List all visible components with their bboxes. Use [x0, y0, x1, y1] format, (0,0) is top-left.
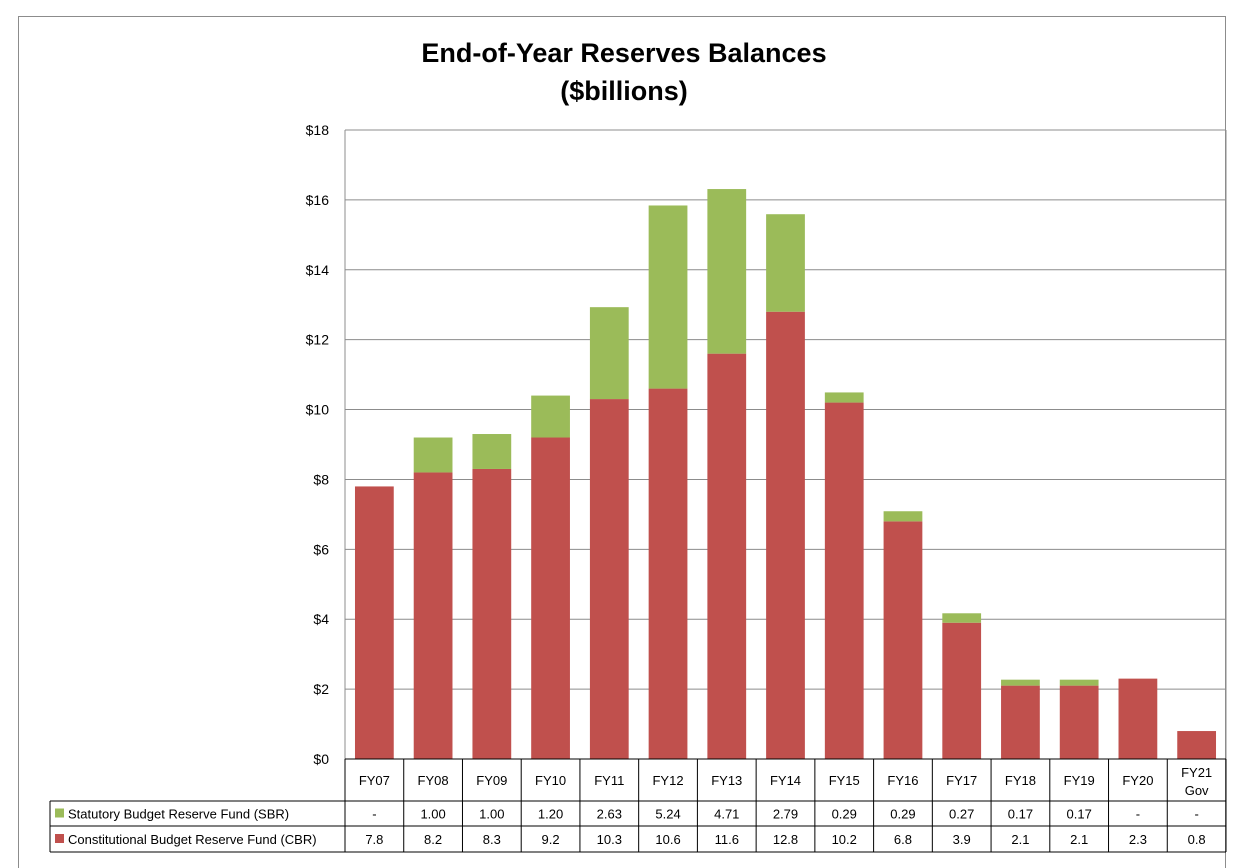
bar-cbr [707, 353, 747, 759]
legend-key [55, 808, 64, 818]
bar-cbr [413, 472, 453, 759]
bar-cbr [531, 437, 570, 759]
data-label: 1.00 [479, 807, 504, 822]
x-tick-label: FY17 [946, 773, 977, 788]
data-label: 0.17 [1008, 807, 1033, 822]
x-tick-label: FY11 [594, 773, 624, 788]
data-label: 0.8 [1188, 832, 1206, 847]
bar-sbr [766, 214, 805, 312]
y-tick-label: $6 [313, 541, 329, 557]
x-tick-label: Gov [1185, 783, 1209, 798]
y-tick-label: $16 [306, 192, 330, 208]
bar-sbr [883, 511, 923, 522]
y-tick-label: $12 [306, 332, 330, 348]
bar-cbr [354, 486, 394, 759]
bar-cbr [883, 521, 923, 759]
data-label: 6.8 [894, 832, 912, 847]
bar-sbr [472, 434, 512, 469]
x-tick-label: FY13 [711, 773, 742, 788]
data-label: 10.2 [832, 832, 857, 847]
data-label: 5.24 [655, 807, 680, 822]
x-tick-label: FY21 [1181, 765, 1212, 780]
data-label: 10.6 [655, 832, 680, 847]
y-tick-label: $8 [313, 471, 329, 487]
chart-title: End-of-Year Reserves Balances ($billions… [0, 34, 1248, 110]
legend-label: Constitutional Budget Reserve Fund (CBR) [68, 832, 317, 847]
x-tick-label: FY07 [359, 773, 390, 788]
data-label: 0.27 [949, 807, 974, 822]
data-label: 3.9 [953, 832, 971, 847]
x-tick-label: FY10 [535, 773, 566, 788]
data-label: 8.3 [483, 832, 501, 847]
data-label: 2.1 [1070, 832, 1088, 847]
data-label: - [1136, 807, 1140, 822]
bar-cbr [824, 402, 864, 759]
data-label: 4.71 [714, 807, 739, 822]
data-label: 0.29 [890, 807, 915, 822]
data-label: 7.8 [365, 832, 383, 847]
bar-cbr [648, 388, 688, 759]
y-tick-label: $2 [313, 681, 329, 697]
data-label: 2.1 [1011, 832, 1029, 847]
chart-title-line1: End-of-Year Reserves Balances [421, 38, 827, 68]
bar-sbr [413, 437, 453, 473]
data-label: 9.2 [542, 832, 560, 847]
x-tick-label: FY20 [1122, 773, 1153, 788]
data-label: 10.3 [597, 832, 622, 847]
bar-cbr [766, 311, 805, 759]
x-tick-label: FY14 [770, 773, 801, 788]
data-label: 1.00 [420, 807, 445, 822]
bar-sbr [648, 205, 688, 389]
y-tick-label: $14 [306, 262, 330, 278]
bar-sbr [942, 613, 982, 623]
bar-cbr [1059, 685, 1099, 759]
bar-sbr [1001, 679, 1040, 686]
bar-cbr [942, 622, 982, 759]
x-tick-label: FY08 [418, 773, 449, 788]
data-label: 1.20 [538, 807, 563, 822]
data-label: 8.2 [424, 832, 442, 847]
bar-cbr [1118, 678, 1158, 759]
data-label: 12.8 [773, 832, 798, 847]
x-tick-label: FY16 [887, 773, 918, 788]
y-tick-label: $10 [306, 402, 330, 418]
bar-cbr [589, 399, 629, 759]
y-tick-label: $18 [306, 122, 330, 138]
chart-subtitle: ($billions) [560, 76, 688, 106]
data-label: 2.79 [773, 807, 798, 822]
bar-cbr [1177, 731, 1217, 759]
y-tick-label: $4 [313, 611, 329, 627]
data-label: 2.63 [597, 807, 622, 822]
data-label: 11.6 [715, 832, 739, 847]
data-label: - [1194, 807, 1198, 822]
x-tick-label: FY12 [652, 773, 683, 788]
data-label: 0.17 [1067, 807, 1092, 822]
bar-sbr [531, 395, 570, 438]
x-tick-label: FY09 [476, 773, 507, 788]
legend-key [55, 834, 64, 843]
legend-label: Statutory Budget Reserve Fund (SBR) [68, 807, 289, 822]
x-tick-label: FY19 [1064, 773, 1095, 788]
bar-cbr [472, 468, 512, 759]
x-tick-label: FY15 [829, 773, 860, 788]
bar-cbr [1001, 685, 1040, 759]
data-label: - [372, 807, 376, 822]
data-label: 2.3 [1129, 832, 1147, 847]
x-tick-label: FY18 [1005, 773, 1036, 788]
bar-sbr [707, 189, 747, 354]
bar-sbr [1059, 679, 1099, 686]
bar-sbr [589, 307, 629, 400]
data-label: 0.29 [832, 807, 857, 822]
y-tick-label: $0 [313, 751, 329, 767]
bar-sbr [824, 392, 864, 403]
